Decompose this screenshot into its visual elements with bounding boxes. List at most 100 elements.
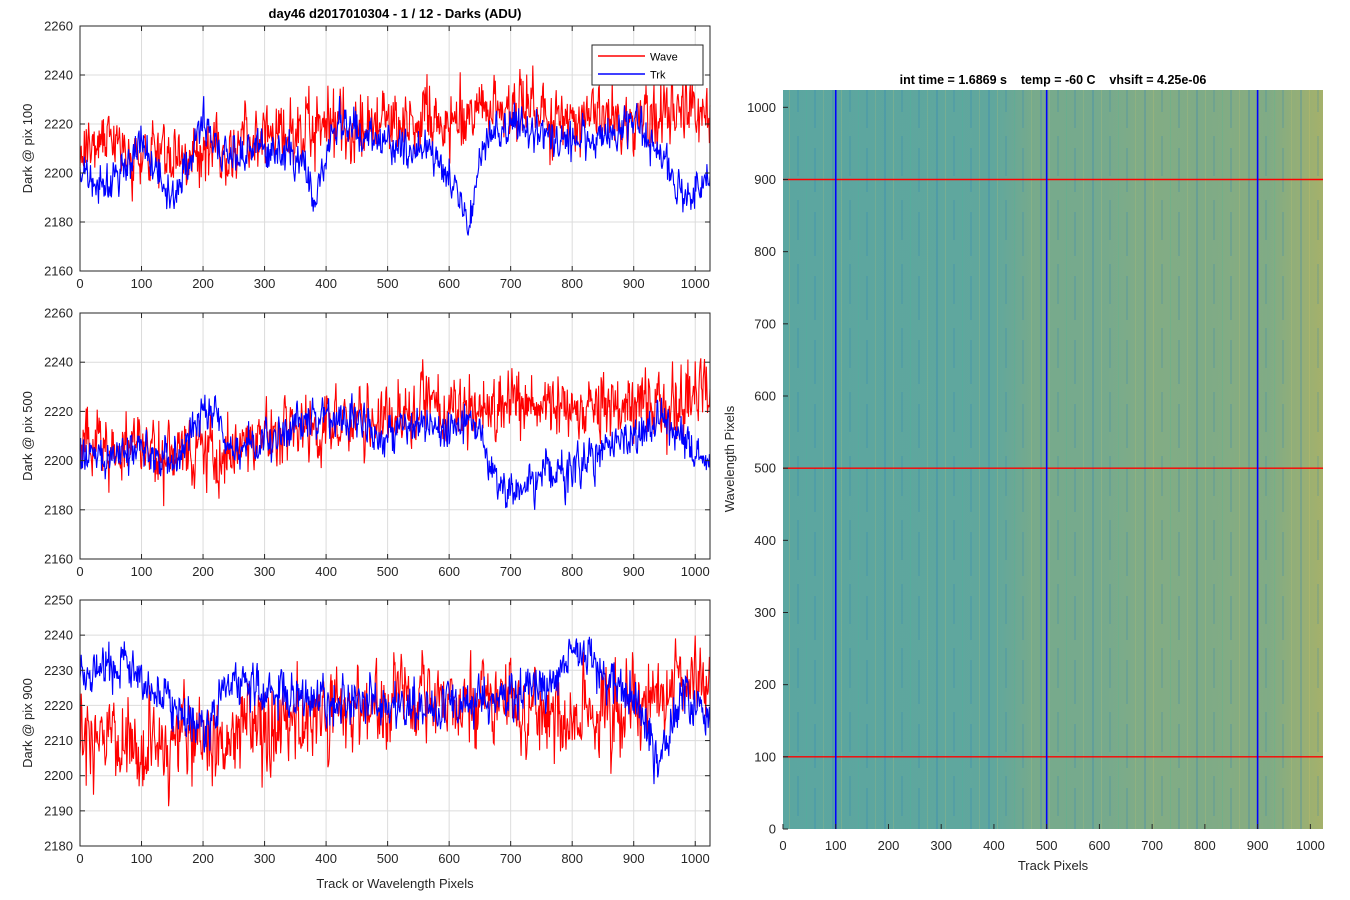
y-tick-label: 2230: [44, 663, 73, 678]
x-tick-label: 500: [377, 564, 399, 579]
line-panel-pix-500: 0 100 200 300 400 500 600 700 800 900 1000 2160 2180…: [20, 306, 711, 579]
y-tick-label: 900: [754, 172, 776, 187]
x-tick-label: 0: [779, 838, 786, 853]
legend-label-trk: Trk: [650, 70, 666, 82]
x-tick-label: 900: [1247, 838, 1269, 853]
x-tick-label: 200: [192, 276, 214, 291]
x-axis-label: Track or Wavelength Pixels: [316, 876, 474, 891]
x-tick-label: 700: [500, 276, 522, 291]
y-tick-label: 200: [754, 677, 776, 692]
y-tick-label: 2210: [44, 733, 73, 748]
y-tick-label: 2240: [44, 355, 73, 370]
y-tick-label: 1000: [747, 100, 776, 115]
x-tick-label: 500: [377, 851, 399, 866]
y-tick-label: 0: [769, 822, 776, 837]
y-tick-label: 2190: [44, 803, 73, 818]
plot-area: [80, 600, 710, 846]
line-panel-pix-900: 0 100 200 300 400 500 600 700 800 900 1000 2180 2190…: [20, 593, 711, 891]
axes-frame: [79, 312, 711, 560]
x-tick-label: 800: [561, 564, 583, 579]
x-tick-label: 200: [192, 564, 214, 579]
y-tick-label: 2180: [44, 215, 73, 230]
x-tick-label: 300: [254, 564, 276, 579]
series-line-trk: [79, 393, 711, 510]
y-tick-label: 2200: [44, 453, 73, 468]
x-tick-label: 900: [623, 276, 645, 291]
x-tick-label: 100: [131, 564, 153, 579]
x-tick-label: 1000: [681, 564, 710, 579]
y-tick-label: 2200: [44, 166, 73, 181]
series-line-wave: [79, 358, 711, 507]
x-tick-label: 600: [438, 851, 460, 866]
x-tick-label: 1000: [681, 851, 710, 866]
x-tick-label: 100: [131, 851, 153, 866]
series-line-trk: [79, 95, 711, 236]
x-tick-label: 0: [76, 276, 83, 291]
y-axis-label: Dark @ pix 900: [20, 678, 35, 768]
x-tick-label: 900: [623, 564, 645, 579]
x-tick-label: 700: [500, 851, 522, 866]
x-tick-label: 400: [315, 276, 337, 291]
legend-box: [591, 44, 704, 86]
y-tick-label: 2240: [44, 68, 73, 83]
x-tick-label: 300: [254, 851, 276, 866]
y-axis-label: Dark @ pix 500: [20, 391, 35, 481]
y-tick-label: 100: [754, 749, 776, 764]
x-tick-label: 1000: [1296, 838, 1325, 853]
y-tick-label: 2180: [44, 839, 73, 854]
y-tick-label: 2260: [44, 306, 73, 321]
y-tick-label: 2160: [44, 552, 73, 567]
y-axis-label: Wavelength Pixels: [722, 405, 737, 512]
x-tick-label: 500: [377, 276, 399, 291]
heatmap-panel: int time = 1.6869 s temp = -60 C vhsift …: [722, 73, 1325, 873]
x-tick-label: 900: [623, 851, 645, 866]
y-tick-label: 2180: [44, 502, 73, 517]
axes-frame: [79, 599, 711, 847]
x-tick-label: 0: [76, 851, 83, 866]
x-tick-label: 100: [131, 276, 153, 291]
x-tick-label: 800: [561, 276, 583, 291]
y-tick-label: 2250: [44, 593, 73, 608]
heatmap-title: int time = 1.6869 s temp = -60 C vhsift …: [900, 73, 1207, 87]
x-tick-label: 300: [930, 838, 952, 853]
x-tick-label: 200: [192, 851, 214, 866]
y-tick-label: 600: [754, 388, 776, 403]
figure-title: day46 d2017010304 - 1 / 12 - Darks (ADU): [269, 6, 522, 21]
x-tick-label: 400: [315, 564, 337, 579]
legend[interactable]: Wave Trk: [591, 44, 704, 86]
x-tick-label: 800: [1194, 838, 1216, 853]
y-tick-label: 800: [754, 244, 776, 259]
y-tick-label: 2220: [44, 404, 73, 419]
x-tick-label: 600: [438, 276, 460, 291]
x-tick-label: 800: [561, 851, 583, 866]
y-tick-label: 2220: [44, 117, 73, 132]
y-tick-label: 2220: [44, 698, 73, 713]
y-axis-label: Dark @ pix 100: [20, 104, 35, 194]
x-tick-label: 300: [254, 276, 276, 291]
x-tick-label: 200: [878, 838, 900, 853]
axes-frame: [79, 25, 711, 272]
x-axis-label: Track Pixels: [1018, 858, 1089, 873]
heatmap-texture: [783, 90, 1323, 829]
y-tick-label: 2260: [44, 19, 73, 34]
x-tick-label: 700: [1141, 838, 1163, 853]
y-tick-label: 2160: [44, 264, 73, 279]
x-tick-label: 400: [315, 851, 337, 866]
legend-label-wave: Wave: [650, 52, 678, 64]
y-tick-label: 2240: [44, 628, 73, 643]
y-tick-label: 300: [754, 605, 776, 620]
x-tick-label: 400: [983, 838, 1005, 853]
x-tick-label: 500: [1036, 838, 1058, 853]
x-tick-label: 0: [76, 564, 83, 579]
y-tick-label: 400: [754, 533, 776, 548]
y-tick-label: 500: [754, 461, 776, 476]
x-tick-label: 700: [500, 564, 522, 579]
x-tick-label: 1000: [681, 276, 710, 291]
y-tick-label: 2200: [44, 768, 73, 783]
x-tick-label: 600: [438, 564, 460, 579]
y-tick-label: 700: [754, 316, 776, 331]
x-tick-label: 600: [1089, 838, 1111, 853]
x-tick-label: 100: [825, 838, 847, 853]
series-line-trk: [79, 636, 711, 785]
